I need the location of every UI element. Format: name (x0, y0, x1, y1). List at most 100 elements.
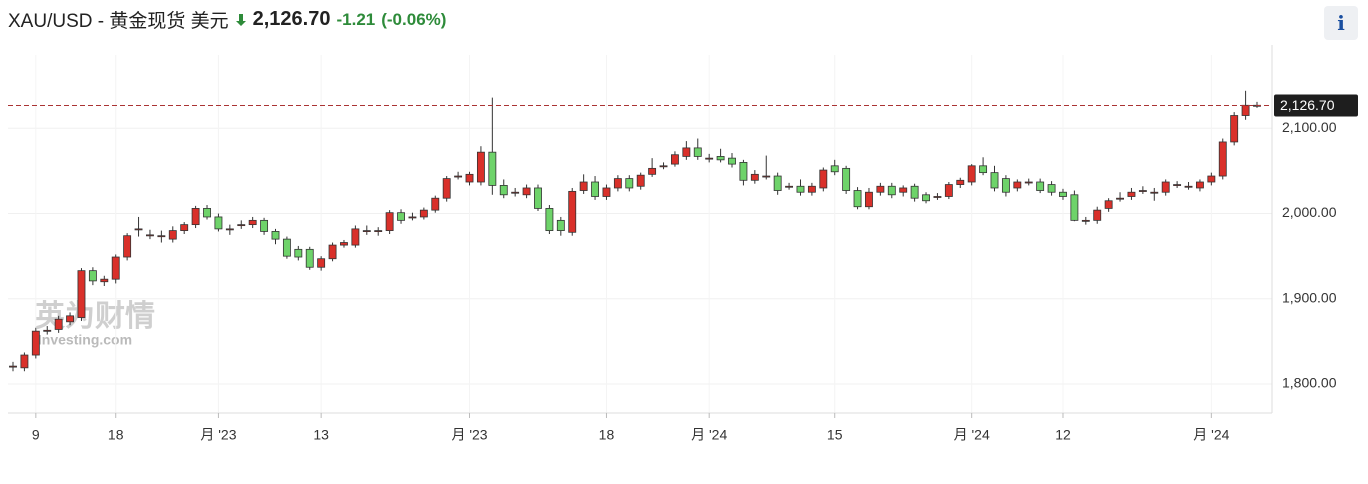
candle-body (933, 196, 942, 198)
candle-body (579, 181, 588, 191)
watermark-cn: 英为财情 (35, 300, 155, 333)
x-tick-label: 9 (32, 427, 40, 443)
candle-body (1161, 181, 1170, 193)
candle-body (1218, 141, 1227, 177)
y-tick-label: 2,000.00 (1282, 204, 1337, 220)
candle-body (705, 157, 714, 160)
symbol: XAU/USD - 黄金现货 美元 (8, 11, 229, 32)
candle-body (362, 230, 371, 232)
candle-body (967, 165, 976, 183)
candle-body (693, 147, 702, 157)
candle-body (591, 181, 599, 197)
candle-body (465, 173, 474, 183)
candle-body (922, 194, 930, 202)
info-button[interactable]: i (1324, 6, 1358, 40)
candle-body (636, 174, 645, 187)
candle-body (317, 258, 326, 268)
candle-body (762, 175, 771, 178)
candle-body (499, 185, 508, 196)
candle-body (613, 178, 622, 189)
candle-body (54, 318, 63, 330)
candle-body (865, 191, 873, 208)
candle-body (807, 185, 816, 193)
candle-body (476, 151, 485, 183)
candle-body (488, 151, 497, 186)
candle-body (340, 242, 348, 246)
candle-body (1013, 181, 1022, 189)
candle-body (271, 231, 280, 240)
candle-body (203, 208, 211, 218)
last-price-box (1274, 94, 1358, 117)
candle-body (1173, 184, 1182, 186)
candle-body (1127, 191, 1136, 197)
candle-body (853, 190, 862, 208)
candle-body (1036, 181, 1045, 191)
x-tick-label: 12 (1055, 427, 1071, 443)
candle-body (88, 270, 97, 282)
candle-body (899, 187, 908, 193)
candle-body (419, 209, 428, 218)
candle-body (1001, 178, 1010, 193)
candle-body (785, 185, 794, 188)
watermark-en: Investing.com (38, 332, 132, 348)
x-tick-label: 月 '23 (451, 427, 487, 443)
candle-body (1059, 191, 1067, 197)
candle-body (351, 228, 360, 246)
candle-body (157, 235, 166, 238)
candle-body (545, 208, 554, 231)
candle-body (625, 178, 634, 189)
last-price-label: 2,126.70 (1280, 97, 1335, 113)
x-tick-label: 月 '24 (954, 427, 990, 443)
candle-body (180, 224, 189, 231)
candle-body (1081, 219, 1090, 222)
candle-body (248, 219, 257, 226)
x-tick-label: 15 (827, 427, 843, 443)
candle-body (1070, 194, 1079, 221)
candle-body (282, 238, 291, 257)
candle-body (1207, 175, 1216, 183)
price: 2,126.70 (252, 8, 331, 30)
candle-body (1024, 181, 1033, 184)
candle-body (77, 270, 86, 318)
x-tick-label: 月 '24 (1193, 427, 1229, 443)
candle-body (100, 278, 109, 283)
down-arrow (235, 13, 246, 26)
candle-body (294, 248, 303, 258)
candle-body (454, 175, 463, 178)
candle-body (1241, 104, 1250, 116)
candle-body (214, 216, 223, 230)
candle-body (739, 161, 748, 181)
candle-body (1150, 191, 1159, 194)
candle-body (511, 191, 520, 194)
candle-body (796, 185, 805, 193)
candle-body (1195, 181, 1204, 189)
candle-body (602, 187, 611, 197)
candle-body (431, 197, 440, 211)
candle-body (534, 187, 542, 209)
candle-body (31, 330, 40, 356)
candle-body (979, 165, 988, 174)
candle-body (305, 248, 314, 268)
candle-body (956, 179, 965, 185)
grid (8, 55, 1272, 413)
candle-body (1230, 115, 1239, 143)
candle-body (716, 156, 725, 161)
candle-body (556, 219, 565, 231)
candle-body (442, 178, 451, 199)
candle-body (66, 315, 75, 323)
candle-body (374, 230, 383, 232)
candle-body (773, 175, 782, 191)
candle-body (671, 154, 679, 165)
y-tick-label: 2,100.00 (1282, 119, 1337, 135)
change-pct: (-0.06%) (381, 9, 447, 29)
candle-body (134, 228, 143, 231)
candle-body (1104, 200, 1113, 209)
candle-body (328, 244, 337, 260)
candle-body (819, 169, 828, 189)
candle-body (910, 185, 919, 199)
candle-body (260, 219, 269, 232)
candle-body (830, 165, 839, 173)
y-tick-label: 1,800.00 (1282, 375, 1337, 391)
candle-body (146, 234, 154, 237)
